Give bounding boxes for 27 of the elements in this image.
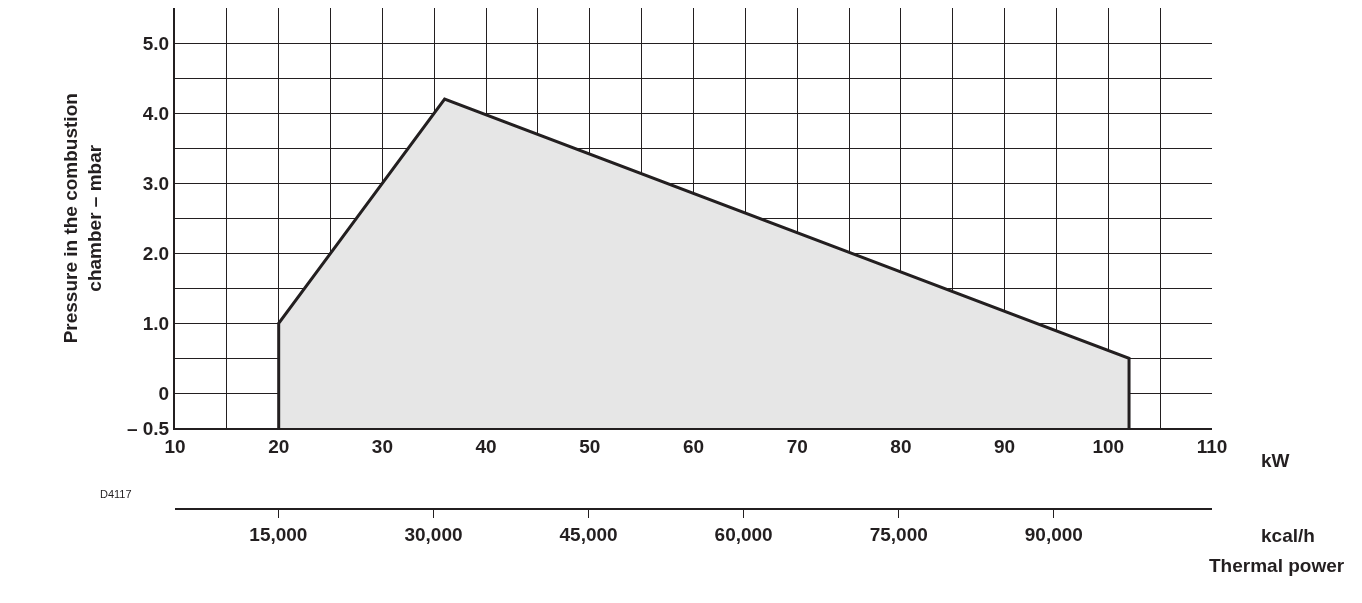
text: D4117 [100,488,132,500]
y-tick-label: 5.0 [142,32,170,54]
x-tick-label: 80 [890,436,912,458]
x2-tick-label: 30,000 [404,523,463,545]
y-tick-label: 3.0 [142,172,170,194]
x-tick-label: 20 [268,436,290,458]
x-tick-label: 100 [1092,436,1125,458]
x2-axis-title: kcal/h [1261,525,1315,546]
y-axis-title: Pressure in the combustion chamber – mbar [59,93,106,344]
x-tick-label: 50 [579,436,601,458]
x-tick-label: 30 [371,436,393,458]
y-tick-label: 2.0 [142,242,170,264]
x2-tick-label: 45,000 [559,523,618,545]
x-axis-title: kW [1261,450,1290,471]
text: Thermal power [1209,555,1345,576]
x2-tick-label: 15,000 [249,523,308,545]
x2-tick-label: 75,000 [869,523,928,545]
x2-tick-label: 60,000 [714,523,773,545]
y-tick-label: 4.0 [142,102,170,124]
x-tick-label: 110 [1196,436,1228,458]
y-tick-label: 1.0 [142,313,170,335]
x-tick-label: 90 [994,436,1016,458]
x-tick-label: 60 [682,436,705,458]
x-tick-label: 40 [475,436,497,458]
x2-tick-label: 90,000 [1024,523,1083,545]
y-tick-label: 0 [158,383,170,405]
x-tick-label: 70 [786,436,808,458]
